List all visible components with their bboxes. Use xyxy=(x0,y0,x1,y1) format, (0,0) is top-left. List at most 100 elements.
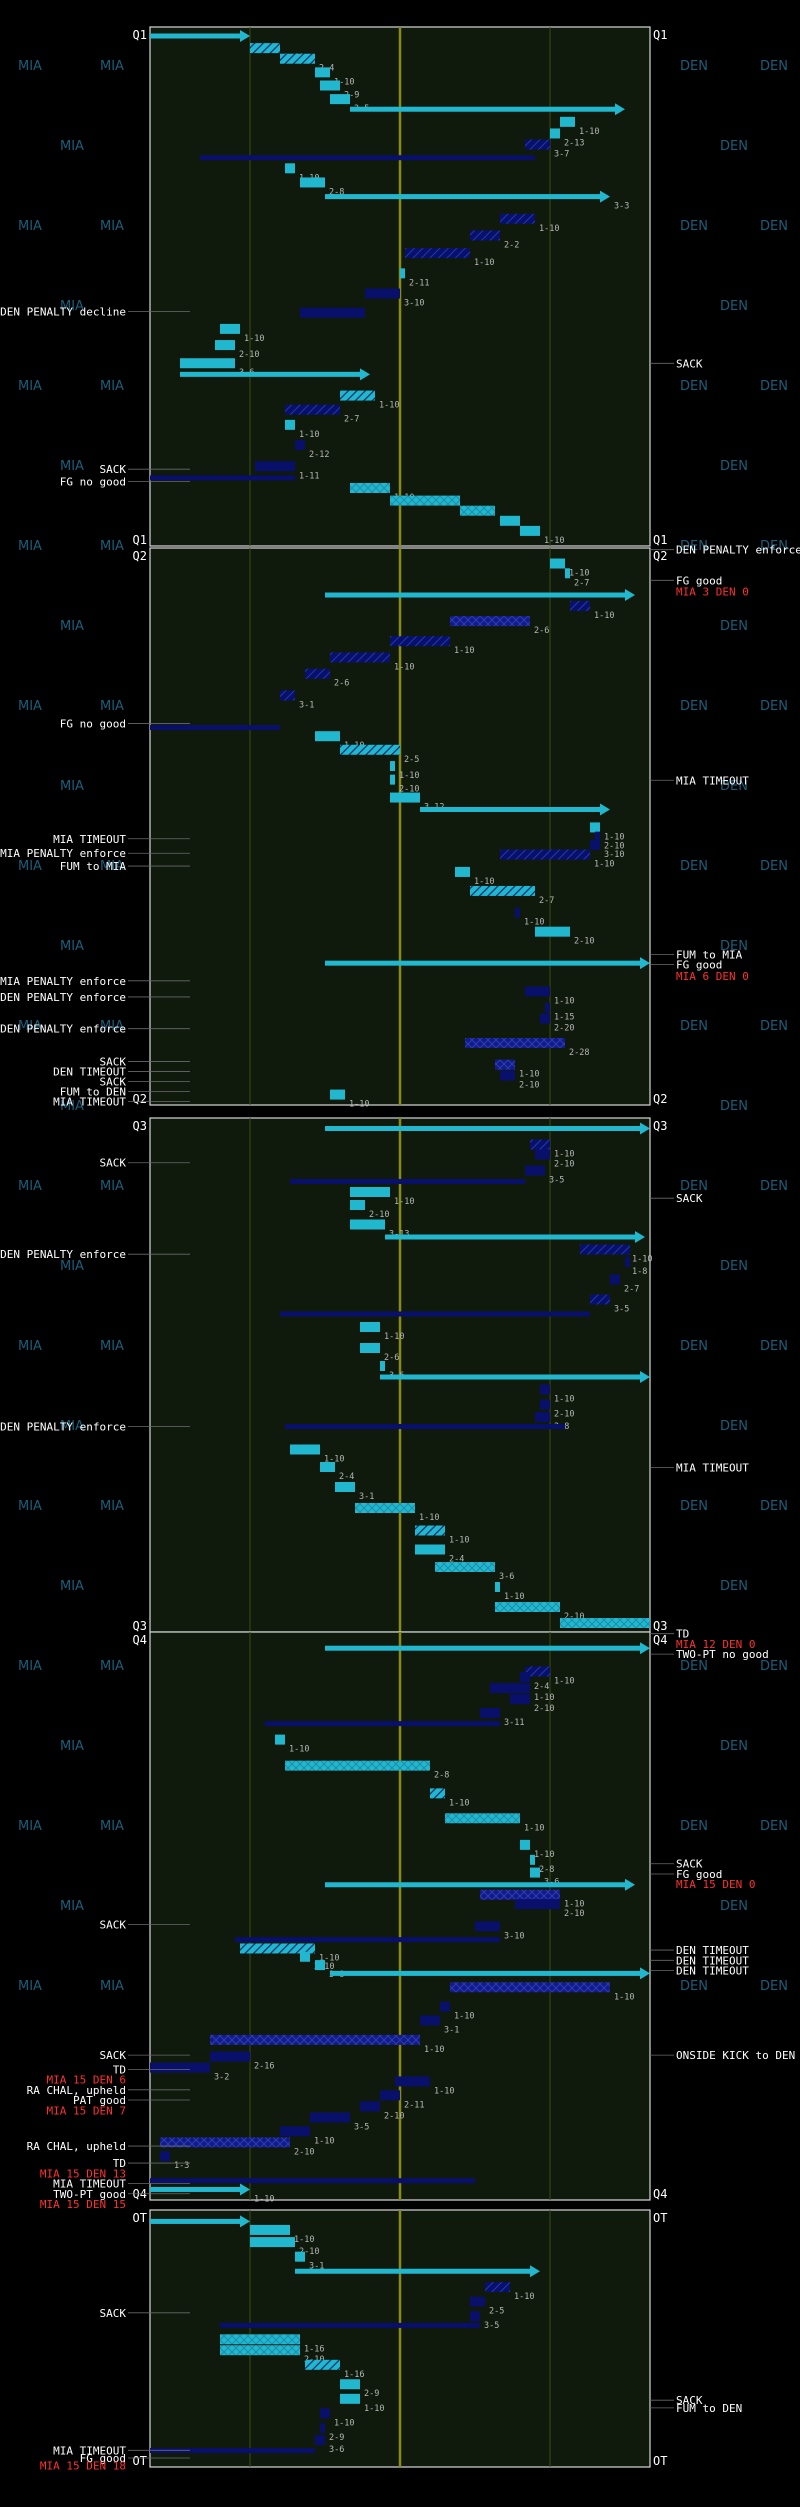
team-watermark: MIA xyxy=(18,1979,42,1994)
play-bar xyxy=(315,2435,325,2446)
play-bar xyxy=(255,461,295,472)
left-note: DEN PENALTY enforce xyxy=(0,991,126,1004)
down-distance-label: 1-3 xyxy=(174,2161,189,2171)
play-bar xyxy=(340,2379,360,2390)
down-distance-label: 2-13 xyxy=(564,138,584,148)
play-bar xyxy=(380,2090,400,2101)
play-bar xyxy=(415,1525,445,1536)
team-watermark: MIA xyxy=(100,699,124,714)
play-bar xyxy=(330,1089,345,1100)
play-bar xyxy=(485,2282,510,2293)
play-bar xyxy=(540,1384,550,1395)
play-bar xyxy=(315,731,340,742)
left-note: MIA 15 DEN 7 xyxy=(47,2104,126,2117)
play-bar xyxy=(610,1274,620,1285)
team-watermark: DEN xyxy=(760,699,788,714)
play-bar xyxy=(525,986,550,997)
play-bar xyxy=(560,116,575,127)
play-bar xyxy=(220,2345,300,2356)
kick-arrow xyxy=(350,106,617,112)
down-distance-label: 1-10 xyxy=(594,860,614,870)
down-distance-label: 1-10 xyxy=(594,611,614,621)
play-bar xyxy=(525,1666,550,1677)
play-bar xyxy=(580,1244,630,1255)
down-distance-label: 3-5 xyxy=(484,2321,499,2331)
down-distance-label: 3-11 xyxy=(504,1718,524,1728)
right-note: MIA 12 DEN 0 xyxy=(676,1638,755,1651)
play-bar xyxy=(360,2101,380,2112)
play-bar xyxy=(480,1889,560,1900)
down-distance-label: 1-10 xyxy=(474,258,494,268)
quarter-start-label-right: Q4 xyxy=(653,1633,667,1647)
down-distance-label: 1-10 xyxy=(544,536,564,546)
play-bar xyxy=(400,268,405,279)
change-of-possession-bar xyxy=(150,725,280,731)
play-bar xyxy=(595,831,600,842)
play-bar xyxy=(475,1921,500,1932)
team-watermark: MIA xyxy=(100,379,124,394)
play-bar xyxy=(495,1582,500,1592)
play-bar xyxy=(315,67,330,78)
team-watermark: MIA xyxy=(60,299,84,314)
down-distance-label: 2-10 xyxy=(239,350,259,360)
play-bar xyxy=(560,1618,650,1628)
change-of-possession-bar xyxy=(235,1937,500,1943)
right-note: TD xyxy=(676,1628,689,1641)
down-distance-label: 2-10 xyxy=(554,1160,574,1170)
left-note: MIA PENALTY enforce xyxy=(0,847,126,860)
team-watermark: DEN xyxy=(680,219,708,234)
play-bar xyxy=(625,1257,630,1267)
down-distance-label: 1-10 xyxy=(554,1395,574,1405)
quarter-panel: Q2Q2Q2Q21-102-71-102-61-101-102-63-11-10… xyxy=(0,544,800,1110)
down-distance-label: 2-10 xyxy=(519,1081,539,1091)
left-note: MIA 15 DEN 15 xyxy=(40,2198,126,2211)
team-watermark: MIA xyxy=(60,1419,84,1434)
down-distance-label: 1-10 xyxy=(454,2012,474,2022)
left-note: RA CHAL, upheld xyxy=(27,2140,126,2153)
team-watermark: DEN xyxy=(720,299,748,314)
left-note: TWO-PT good xyxy=(53,2188,126,2201)
team-watermark: MIA xyxy=(18,1339,42,1354)
right-note: MIA 6 DEN 0 xyxy=(676,970,749,983)
left-note: PAT good xyxy=(73,2094,126,2107)
team-watermark: MIA xyxy=(100,859,124,874)
team-watermark: DEN xyxy=(760,1819,788,1834)
play-bar xyxy=(330,652,390,663)
down-distance-label: 3-1 xyxy=(309,2262,324,2272)
down-distance-label: 1-10 xyxy=(434,2086,454,2096)
down-distance-label: 3-5 xyxy=(549,1176,564,1186)
play-bar xyxy=(340,390,375,401)
down-distance-label: 1-10 xyxy=(474,877,494,887)
left-note: MIA PENALTY enforce xyxy=(0,975,126,988)
kick-arrow xyxy=(150,2218,242,2224)
team-watermark: MIA xyxy=(100,1979,124,1994)
right-note: MIA 15 DEN 0 xyxy=(676,1878,755,1891)
play-bar xyxy=(315,1960,325,1971)
play-bar xyxy=(590,1294,610,1305)
down-distance-label: 3-10 xyxy=(404,299,424,309)
play-bar xyxy=(360,1343,380,1353)
play-bar xyxy=(455,866,470,877)
play-bar xyxy=(435,1562,495,1572)
down-distance-label: 1-10 xyxy=(454,646,474,656)
team-watermark: MIA xyxy=(18,219,42,234)
quarter-end-label-left: Q1 xyxy=(133,533,147,547)
team-watermark: MIA xyxy=(60,939,84,954)
down-distance-label: 1-10 xyxy=(449,1536,469,1546)
change-of-possession-bar xyxy=(220,2322,480,2328)
quarter-start-label-left: Q3 xyxy=(133,1119,147,1133)
play-bar xyxy=(320,1462,335,1472)
team-watermark: MIA xyxy=(60,779,84,794)
quarter-end-label-left: Q3 xyxy=(133,1619,147,1633)
change-of-possession-bar xyxy=(200,155,535,161)
left-note: DEN PENALTY enforce xyxy=(0,1248,126,1261)
kick-arrow xyxy=(330,1970,642,1976)
team-watermark: MIA xyxy=(100,1819,124,1834)
quarter-end-label-left: Q2 xyxy=(133,1092,147,1106)
team-watermark: MIA xyxy=(60,619,84,634)
down-distance-label: 1-15 xyxy=(554,1013,574,1023)
team-watermark: DEN xyxy=(760,59,788,74)
team-watermark: MIA xyxy=(100,1179,124,1194)
down-distance-label: 2-8 xyxy=(329,187,344,197)
down-distance-label: 2-5 xyxy=(489,2307,504,2317)
